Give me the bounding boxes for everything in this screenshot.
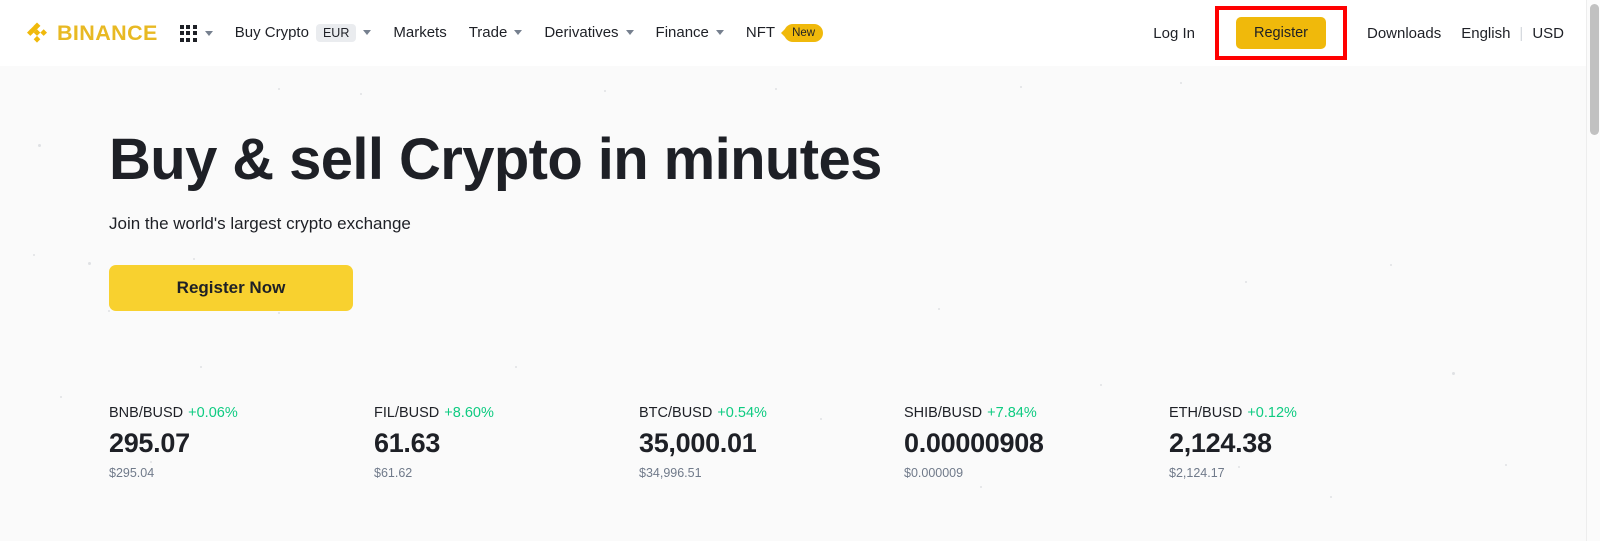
chevron-down-icon bbox=[204, 30, 213, 36]
nav-label: Markets bbox=[393, 24, 447, 42]
ticker-pair: FIL/BUSD bbox=[374, 405, 440, 421]
ticker-fiat-price: $295.04 bbox=[109, 466, 155, 480]
ticker-pair: SHIB/BUSD bbox=[904, 405, 983, 421]
nav-item-finance[interactable]: Finance bbox=[656, 24, 724, 41]
ticker-price: 0.00000908 bbox=[904, 428, 1044, 458]
hero-section: Buy & sell Crypto in minutes Join the wo… bbox=[0, 66, 1586, 541]
ticker-pair: BNB/BUSD bbox=[109, 405, 184, 421]
ticker-item[interactable]: ETH/BUSD +0.12% 2,124.38 $2,124.17 bbox=[1169, 405, 1434, 480]
ticker-fiat-price: $61.62 bbox=[374, 466, 413, 480]
chevron-down-icon bbox=[514, 30, 523, 36]
register-now-button[interactable]: Register Now bbox=[109, 264, 353, 311]
nav-label: Derivatives bbox=[544, 24, 619, 42]
nav-label: Finance bbox=[655, 24, 709, 42]
ticker-item[interactable]: BNB/BUSD +0.06% 295.07 $295.04 bbox=[109, 405, 374, 480]
ticker-header: ETH/BUSD +0.12% bbox=[1169, 405, 1434, 421]
ticker-change: +0.54% bbox=[717, 405, 767, 421]
chevron-down-icon bbox=[625, 30, 634, 36]
nav-item-nft[interactable]: NFT New bbox=[745, 23, 824, 43]
ticker-fiat-price: $2,124.17 bbox=[1169, 466, 1225, 480]
binance-diamond-icon bbox=[27, 22, 47, 43]
ticker-change: +0.06% bbox=[188, 405, 238, 421]
nav-item-buy-crypto[interactable]: Buy Crypto EUR bbox=[234, 23, 372, 43]
apps-menu-button[interactable] bbox=[179, 24, 213, 42]
ticker-pair: BTC/BUSD bbox=[639, 405, 713, 421]
logo-text: BINANCE bbox=[57, 20, 158, 45]
ticker-pair: ETH/BUSD bbox=[1169, 405, 1243, 421]
ticker-header: BNB/BUSD +0.06% bbox=[109, 405, 374, 421]
chevron-down-icon bbox=[715, 30, 724, 36]
ticker-item[interactable]: SHIB/BUSD +7.84% 0.00000908 $0.000009 bbox=[904, 405, 1169, 480]
nav-item-trade[interactable]: Trade bbox=[469, 24, 523, 41]
currency-selector[interactable]: USD bbox=[1532, 24, 1564, 42]
ticker-header: BTC/BUSD +0.54% bbox=[639, 405, 904, 421]
ticker-header: FIL/BUSD +8.60% bbox=[374, 405, 639, 421]
hero-content: Buy & sell Crypto in minutes Join the wo… bbox=[109, 66, 1586, 311]
main-nav: Buy Crypto EUR Markets Trade Derivatives… bbox=[234, 23, 824, 43]
chevron-down-icon bbox=[363, 30, 372, 36]
ticker-item[interactable]: BTC/BUSD +0.54% 35,000.01 $34,996.51 bbox=[639, 405, 904, 480]
hero-subtitle: Join the world's largest crypto exchange bbox=[109, 213, 411, 233]
page-scrollbar[interactable] bbox=[1586, 0, 1600, 541]
ticker-fiat-price: $0.000009 bbox=[904, 466, 964, 480]
nav-label: Trade bbox=[468, 24, 508, 42]
site-header: BINANCE Buy Crypto EUR Markets Trade bbox=[0, 0, 1586, 66]
nav-label: Buy Crypto bbox=[234, 24, 309, 42]
nav-item-markets[interactable]: Markets bbox=[393, 24, 446, 41]
register-annotation-box: Register bbox=[1215, 6, 1347, 60]
nav-item-derivatives[interactable]: Derivatives bbox=[544, 24, 634, 42]
apps-grid-icon bbox=[179, 24, 197, 42]
header-actions: Log In Register Downloads English | USD bbox=[1153, 6, 1564, 60]
log-in-link[interactable]: Log In bbox=[1153, 24, 1195, 42]
divider: | bbox=[1519, 24, 1524, 42]
binance-logo[interactable]: BINANCE bbox=[24, 20, 158, 46]
downloads-link[interactable]: Downloads bbox=[1367, 24, 1442, 42]
ticker-price: 61.63 bbox=[374, 428, 441, 458]
scrollbar-thumb[interactable] bbox=[1589, 4, 1599, 135]
nav-label: NFT bbox=[745, 24, 776, 42]
language-currency-group: English | USD bbox=[1461, 25, 1564, 42]
ticker-fiat-price: $34,996.51 bbox=[639, 466, 702, 480]
ticker-change: +0.12% bbox=[1247, 405, 1297, 421]
ticker-change: +8.60% bbox=[444, 405, 494, 421]
ticker-price: 35,000.01 bbox=[639, 428, 757, 458]
new-badge: New bbox=[784, 23, 824, 43]
ticker-price: 2,124.38 bbox=[1169, 428, 1272, 458]
language-selector[interactable]: English bbox=[1461, 24, 1511, 42]
currency-pill-eur[interactable]: EUR bbox=[315, 23, 357, 43]
ticker-list: BNB/BUSD +0.06% 295.07 $295.04 FIL/BUSD +8… bbox=[109, 405, 1434, 480]
ticker-header: SHIB/BUSD +7.84% bbox=[904, 405, 1169, 421]
ticker-price: 295.07 bbox=[109, 428, 190, 458]
page-title: Buy & sell Crypto in minutes bbox=[109, 127, 882, 192]
ticker-change: +7.84% bbox=[987, 405, 1037, 421]
ticker-item[interactable]: FIL/BUSD +8.60% 61.63 $61.62 bbox=[374, 405, 639, 480]
register-button[interactable]: Register bbox=[1236, 17, 1326, 49]
